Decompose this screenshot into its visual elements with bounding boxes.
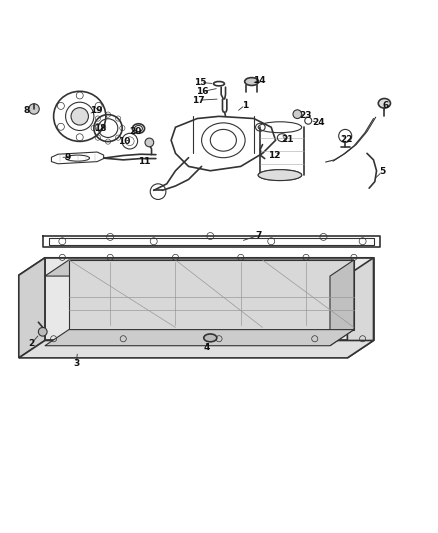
Text: 15: 15 <box>194 78 207 87</box>
Polygon shape <box>45 258 374 341</box>
Polygon shape <box>69 260 354 329</box>
Circle shape <box>145 138 154 147</box>
Text: 24: 24 <box>312 118 325 127</box>
Ellipse shape <box>245 78 258 85</box>
Text: 19: 19 <box>90 106 102 115</box>
Text: 8: 8 <box>24 106 30 115</box>
Text: 14: 14 <box>253 76 265 85</box>
Polygon shape <box>330 260 354 346</box>
Text: 23: 23 <box>299 110 311 119</box>
Polygon shape <box>19 258 45 358</box>
Text: 2: 2 <box>28 340 34 349</box>
Ellipse shape <box>71 108 88 125</box>
Ellipse shape <box>204 334 217 342</box>
Ellipse shape <box>378 99 391 108</box>
Polygon shape <box>45 329 354 346</box>
Text: 3: 3 <box>73 359 79 368</box>
Text: 20: 20 <box>129 127 141 136</box>
Polygon shape <box>45 260 354 276</box>
Text: 11: 11 <box>138 157 150 166</box>
Text: 10: 10 <box>118 137 131 146</box>
Circle shape <box>39 327 47 336</box>
Text: 6: 6 <box>382 101 389 110</box>
Text: 4: 4 <box>204 343 210 352</box>
Text: 18: 18 <box>94 124 107 133</box>
Text: 12: 12 <box>268 151 281 159</box>
Circle shape <box>293 110 302 118</box>
Polygon shape <box>19 341 374 358</box>
Text: 21: 21 <box>282 135 294 144</box>
Text: 16: 16 <box>196 87 209 96</box>
Text: 22: 22 <box>340 135 352 144</box>
Text: 9: 9 <box>64 153 71 161</box>
Ellipse shape <box>258 169 302 181</box>
Text: 5: 5 <box>379 167 385 176</box>
Circle shape <box>29 104 39 114</box>
Text: 7: 7 <box>256 231 262 240</box>
Text: 1: 1 <box>242 101 248 110</box>
Text: 17: 17 <box>192 96 205 105</box>
Polygon shape <box>19 258 374 275</box>
Polygon shape <box>347 258 374 358</box>
